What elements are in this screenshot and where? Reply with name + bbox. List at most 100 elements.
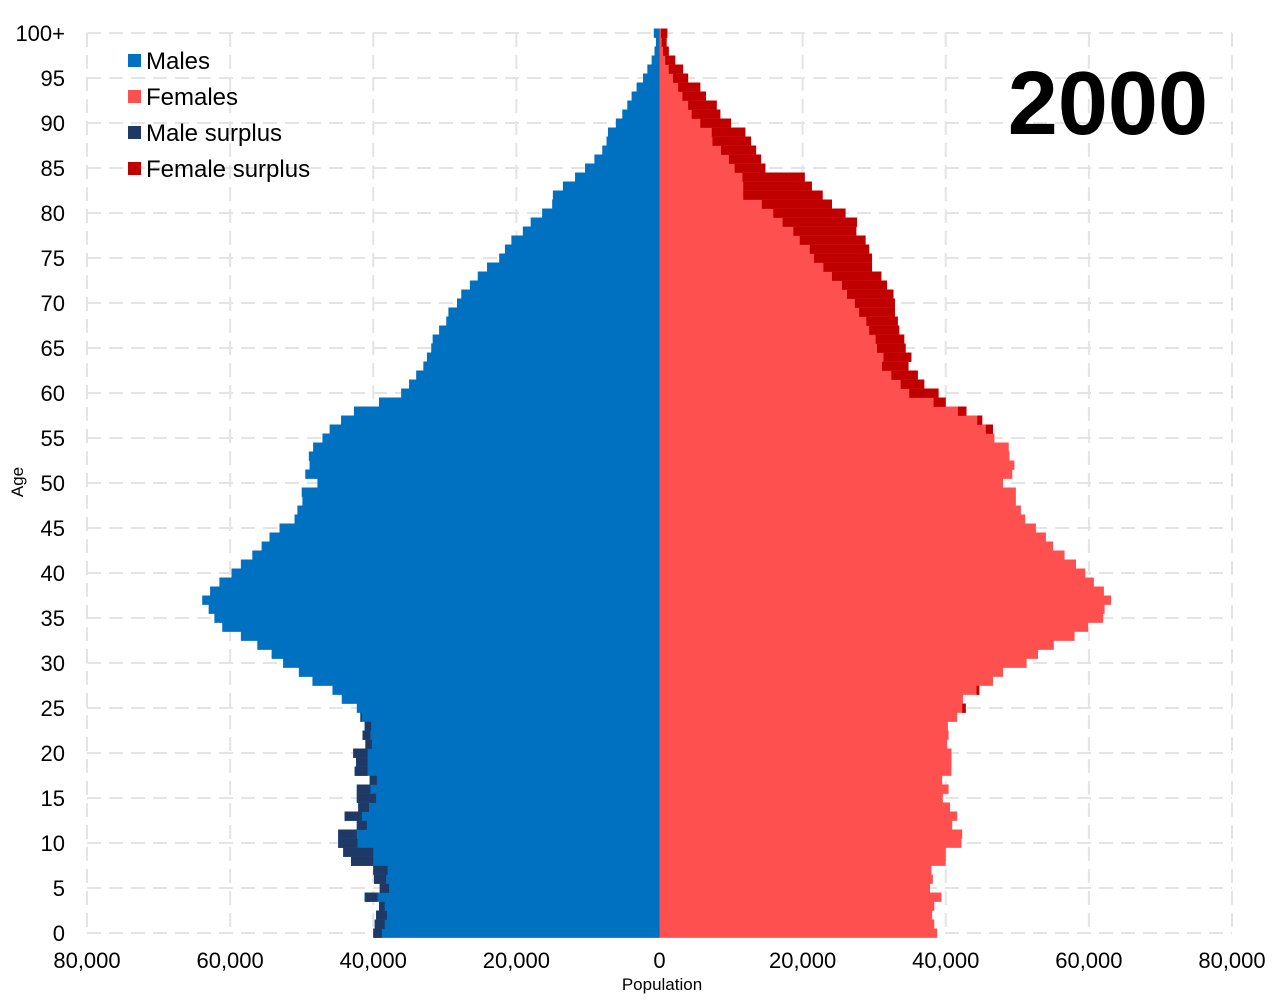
female-surplus-bar [711, 127, 746, 137]
female-surplus-bar [985, 424, 993, 434]
male-bar [257, 640, 660, 650]
male-bar [651, 55, 660, 65]
male-surplus-bar [374, 919, 385, 929]
y-tick-label: 20 [41, 741, 65, 766]
male-surplus-bar [360, 712, 362, 722]
female-bar [659, 271, 882, 281]
male-surplus-bar [373, 928, 382, 938]
female-surplus-bar [691, 109, 721, 119]
female-bar [659, 181, 812, 191]
legend-label: Male surplus [146, 120, 282, 147]
male-bar [602, 145, 660, 155]
male-bar [353, 406, 660, 416]
female-surplus-bar [712, 136, 752, 146]
female-bar [659, 739, 948, 749]
female-bar [659, 685, 980, 695]
male-bar [360, 712, 660, 722]
female-bar [659, 433, 995, 443]
female-bar [659, 478, 1003, 488]
female-bar [659, 190, 823, 200]
male-bar [219, 577, 660, 587]
male-bar [575, 172, 660, 182]
male-bar [369, 775, 660, 785]
female-bar [659, 361, 909, 371]
male-bar [356, 757, 660, 767]
female-bar [659, 802, 951, 812]
female-bar [659, 244, 870, 254]
female-bar [659, 856, 946, 866]
male-bar [312, 676, 660, 686]
female-bar [659, 577, 1094, 587]
male-bar [364, 892, 660, 902]
x-tick-label: 20,000 [769, 948, 836, 973]
male-bar [329, 424, 660, 434]
year-label: 2000 [1008, 54, 1208, 154]
female-bar [659, 757, 952, 767]
legend-swatch [128, 162, 141, 175]
male-bar [432, 334, 660, 344]
legend-label: Females [146, 84, 238, 111]
male-bar [338, 838, 660, 848]
female-surplus-bar [673, 73, 689, 83]
male-bar [542, 208, 660, 218]
axes-layer: 80,000 60,000 40,000 20,000 0 20,000 40,000 60,… [15, 21, 1265, 973]
male-surplus-bar [362, 730, 371, 740]
female-bar [659, 775, 943, 785]
male-surplus-bar [338, 829, 357, 839]
male-surplus-bar [376, 910, 387, 920]
male-bar [351, 856, 660, 866]
female-bar [659, 703, 966, 713]
female-bar [659, 865, 932, 875]
y-tick-label: 75 [41, 246, 65, 271]
female-surplus-bar [668, 64, 684, 74]
male-surplus-bar [373, 865, 388, 875]
female-bar [659, 343, 906, 353]
female-surplus-bar [869, 325, 900, 335]
male-bar [222, 622, 660, 632]
female-surplus-bar [663, 46, 669, 56]
female-bar [659, 811, 958, 821]
female-bar [659, 334, 905, 344]
male-bar [374, 919, 660, 929]
legend-swatch [128, 126, 141, 139]
female-bar [659, 676, 993, 686]
female-surplus-bar [734, 163, 766, 173]
female-bar [659, 667, 1003, 677]
male-bar [378, 397, 660, 407]
female-surplus-bar [831, 271, 882, 281]
x-axis-title: Population [622, 975, 702, 994]
male-bar [298, 667, 660, 677]
female-bar [659, 145, 757, 155]
male-bar [552, 190, 660, 200]
female-bar [659, 352, 912, 362]
male-surplus-bar [356, 793, 377, 803]
male-bar [240, 559, 660, 569]
y-tick-label: 40 [41, 561, 65, 586]
female-surplus-bar [900, 379, 925, 389]
male-bar [585, 163, 660, 173]
male-bar [487, 262, 660, 272]
y-tick-label: 15 [41, 786, 65, 811]
female-surplus-bar [877, 343, 906, 353]
y-tick-label: 100+ [15, 21, 65, 46]
male-bar [344, 811, 660, 821]
female-bar [659, 217, 858, 227]
female-surplus-bar [957, 406, 967, 416]
female-surplus-bar [883, 352, 912, 362]
female-bar [659, 496, 1016, 506]
male-bar [297, 505, 660, 515]
female-bar [659, 514, 1026, 524]
male-bar [269, 532, 660, 542]
male-bar [456, 298, 660, 308]
male-bar [522, 226, 660, 236]
male-bar [322, 433, 660, 443]
male-bar [562, 181, 660, 191]
male-bar [283, 658, 660, 668]
female-surplus-bar [891, 370, 918, 380]
male-bar [622, 109, 660, 119]
female-bar [659, 784, 949, 794]
male-surplus-bar [358, 802, 369, 812]
male-surplus-bar [338, 838, 358, 848]
female-surplus-bar [933, 397, 946, 407]
female-surplus-bar [799, 235, 866, 245]
